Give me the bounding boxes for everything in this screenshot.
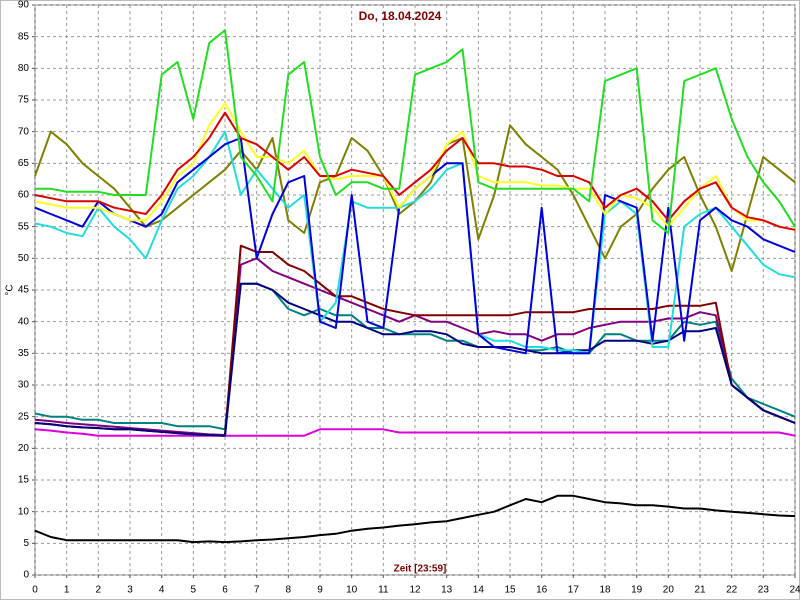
y-tick-label: 55 <box>18 221 30 232</box>
x-tick-label: 14 <box>473 585 485 596</box>
x-tick-label: 16 <box>536 585 548 596</box>
x-tick-label: 10 <box>346 585 358 596</box>
x-tick-label: 6 <box>222 585 228 596</box>
x-tick-label: 5 <box>191 585 197 596</box>
x-tick-label: 1 <box>64 585 70 596</box>
x-tick-label: 18 <box>599 585 611 596</box>
x-tick-label: 19 <box>631 585 643 596</box>
series-line <box>34 428 796 437</box>
y-tick-label: 20 <box>18 443 30 454</box>
y-tick-label: 0 <box>23 570 29 581</box>
y-tick-label: 70 <box>18 126 30 137</box>
x-tick-label: 0 <box>32 585 38 596</box>
x-tick-label: 22 <box>726 585 738 596</box>
x-tick-label: 24 <box>789 585 800 596</box>
x-tick-label: 23 <box>758 585 770 596</box>
y-tick-label: 40 <box>18 316 30 327</box>
y-tick-label: 75 <box>18 95 30 106</box>
x-tick-label: 15 <box>504 585 516 596</box>
series-line <box>34 130 796 355</box>
x-tick-label: 12 <box>409 585 421 596</box>
y-axis-label: °C <box>5 284 16 295</box>
x-tick-label: 2 <box>96 585 102 596</box>
x-tick-label: 20 <box>663 585 675 596</box>
y-tick-label: 10 <box>18 506 30 517</box>
y-tick-label: 45 <box>18 285 30 296</box>
y-tick-label: 35 <box>18 348 30 359</box>
y-tick-label: 25 <box>18 411 30 422</box>
y-tick-label: 60 <box>18 190 30 201</box>
x-tick-label: 13 <box>441 585 453 596</box>
x-tick-label: 4 <box>159 585 165 596</box>
y-tick-label: 30 <box>18 380 30 391</box>
x-tick-label: 21 <box>694 585 706 596</box>
chart-title: Do, 18.04.2024 <box>359 9 442 23</box>
y-tick-label: 65 <box>18 158 30 169</box>
y-tick-label: 15 <box>18 475 30 486</box>
series-line <box>34 111 796 231</box>
x-tick-label: 17 <box>568 585 580 596</box>
x-tick-label: 9 <box>317 585 323 596</box>
y-tick-label: 80 <box>18 63 30 74</box>
y-tick-label: 85 <box>18 31 30 42</box>
x-tick-label: 7 <box>254 585 260 596</box>
y-tick-label: 50 <box>18 253 30 264</box>
x-tick-label: 11 <box>378 585 389 596</box>
x-tick-label: 8 <box>286 585 292 596</box>
series-line <box>35 29 796 234</box>
x-tick-label: 3 <box>127 585 133 596</box>
y-tick-label: 5 <box>23 538 29 549</box>
series-line <box>34 494 796 544</box>
x-axis-label: Zeit [23:59] <box>394 564 447 575</box>
lines <box>34 29 796 544</box>
y-tick-label: 90 <box>18 0 30 11</box>
